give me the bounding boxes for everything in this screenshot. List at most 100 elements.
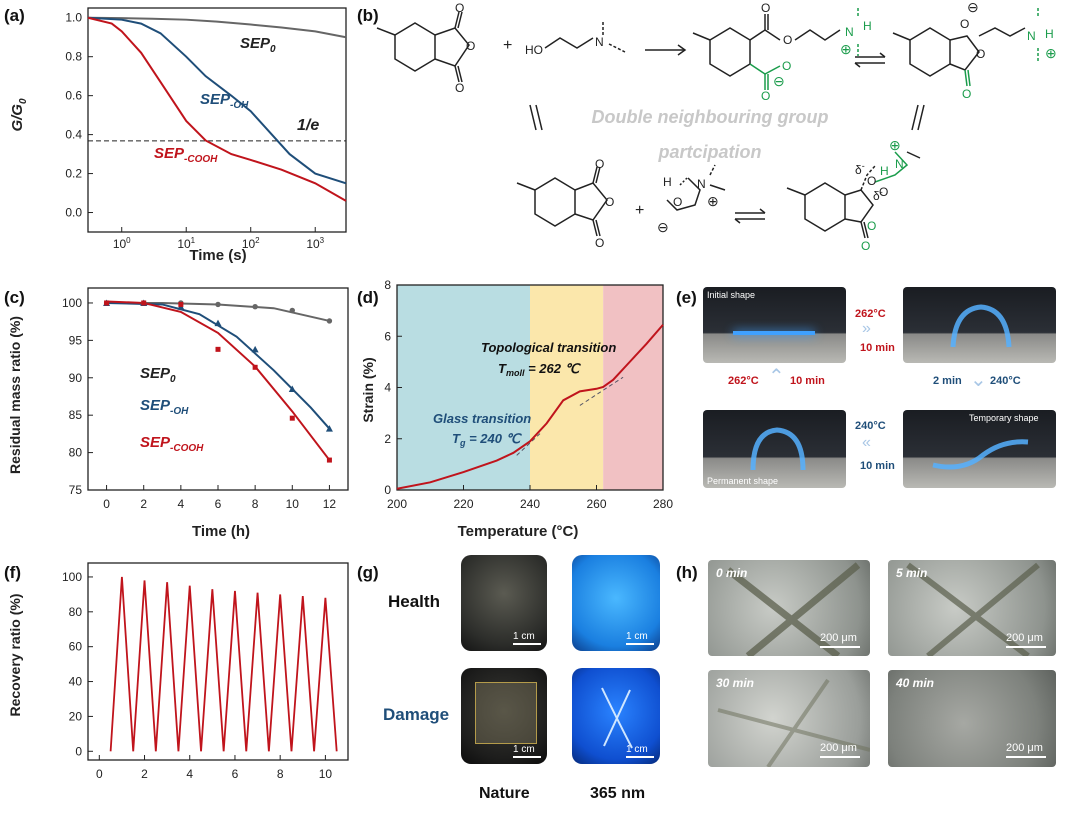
time-0min: 0 min [716, 566, 748, 580]
atom-o-12: O [605, 195, 614, 209]
label-sep0-c: SEP0 [140, 365, 176, 385]
delta-1: δ- [855, 161, 865, 177]
chart-c: 75 80 85 90 95 100 0 2 4 6 8 10 12 SEP0 SEP-OH SEP-C… [7, 287, 349, 540]
minus-charge-1: ⊖ [773, 73, 785, 89]
atom-o-13: O [595, 236, 604, 250]
annot-tg: Tg = 240 ℃ [452, 431, 523, 448]
e-time-2: 2 min [933, 375, 962, 387]
atom-n-2: N [845, 25, 854, 39]
atom-o-9: O [976, 47, 985, 61]
atom-o-18: O [861, 239, 870, 253]
caption-initial-shape: Initial shape [707, 290, 756, 300]
marker-sep-cooh [141, 300, 147, 306]
ylabel-f: Recovery ratio (%) [7, 594, 23, 717]
hydroxyl-label: HO [525, 43, 543, 57]
methyl-bond-1 [376, 27, 396, 36]
atom-h-3: H [663, 175, 672, 189]
ytick-label-c: 85 [69, 408, 83, 422]
xlabel-c: Time (h) [192, 523, 250, 540]
label-sep-cooh-a: SEP-COOH [154, 145, 218, 165]
xtick-label-a: 100 [113, 236, 131, 251]
scale-h2: 200 μm [1006, 632, 1043, 644]
marker-sep-cooh [215, 346, 221, 352]
xtick-label-c: 12 [323, 497, 337, 511]
atom-o-8: O [960, 17, 969, 31]
atom-o-3: O [455, 81, 464, 95]
plus-charge-2: ⊕ [1045, 45, 1057, 61]
plus-2: + [635, 202, 644, 219]
e-temp-1: 262°C [855, 308, 886, 320]
ytick-label-c: 75 [69, 483, 83, 497]
label-365nm: 365 nm [590, 785, 646, 802]
cyclohexane-ring-1 [394, 22, 436, 72]
scale-h3: 200 μm [820, 742, 857, 754]
region-band [530, 285, 604, 490]
chart-d: 0 2 4 6 8 200 220 240 260 280 Topological transit… [360, 280, 673, 540]
marker-sep-cooh [178, 301, 184, 307]
marker-sep-oh [325, 425, 333, 432]
label-nature: Nature [479, 785, 530, 802]
atom-o-15: O [867, 174, 876, 188]
xtick-label-f: 6 [232, 767, 239, 781]
caption-temporary-shape: Temporary shape [969, 413, 1039, 423]
label-health: Health [388, 592, 440, 611]
marker-sep0 [252, 304, 258, 310]
plus-charge-1: ⊕ [840, 41, 852, 57]
atom-o-1: O [455, 1, 464, 15]
ytick-label-d: 2 [384, 432, 391, 446]
xtick-label-f: 2 [141, 767, 148, 781]
xtick-label-c: 4 [178, 497, 185, 511]
plot-frame [87, 562, 349, 761]
scalebar-h2 [1006, 646, 1046, 648]
photo-health-nature: 1 cm [461, 555, 547, 651]
delta-2: δ- [873, 187, 883, 203]
ylabel-c: Residual mass ratio (%) [7, 316, 23, 474]
photo-arched-top [903, 287, 1056, 363]
scratch-x [601, 687, 633, 749]
xtick-label-c: 6 [215, 497, 222, 511]
xtick-label-c: 8 [252, 497, 259, 511]
region-band [603, 285, 663, 490]
xtick-label-d: 240 [520, 497, 540, 511]
e-time-3: 10 min [860, 460, 895, 472]
atom-o-4: O [761, 1, 770, 15]
atom-n-1: N [595, 35, 604, 49]
ytick-label-a: 0.0 [65, 206, 82, 220]
e-time-1: 10 min [860, 342, 895, 354]
tangent-line [579, 376, 624, 406]
ytick-label-f: 80 [69, 605, 83, 619]
panel-label-a: (a) [4, 6, 25, 25]
ytick-label-c: 80 [69, 446, 83, 460]
ytick-label-f: 0 [75, 744, 82, 758]
arrow-up-icon: ⌃ [768, 366, 785, 388]
micrograph-0min: 0 min 200 μm [708, 560, 870, 656]
xtick-label-c: 0 [103, 497, 110, 511]
atom-o-5: O [783, 33, 792, 47]
caption-permanent-shape: Permanent shape [707, 476, 779, 486]
marker-sep0 [326, 318, 333, 324]
fit-curve-c-1 [106, 301, 331, 430]
ytick-label-f: 40 [69, 675, 83, 689]
scalebar-g2 [626, 643, 654, 645]
xlabel-d: Temperature (°C) [458, 523, 579, 540]
series-line-a-2 [87, 16, 347, 202]
panel-label-b: (b) [357, 6, 379, 25]
plot-frame [87, 287, 349, 491]
panel-label-e: (e) [676, 288, 697, 307]
label-damage: Damage [383, 705, 450, 724]
e-temp-3: 240°C [855, 420, 886, 432]
xlabel-a: Time (s) [189, 247, 246, 264]
e-temp-4: 262°C [728, 375, 759, 387]
panel-label-h: (h) [676, 563, 698, 582]
panel-label-f: (f) [4, 563, 21, 582]
scale-h4: 200 μm [1006, 742, 1043, 754]
e-temp-2: 240°C [990, 375, 1021, 387]
film-square [475, 682, 537, 744]
ytick-label-c: 100 [62, 296, 82, 310]
scalebar-h1 [820, 646, 860, 648]
scalebar-g1 [513, 643, 541, 645]
scalebar-h3 [820, 756, 860, 758]
ytick-label-f: 60 [69, 640, 83, 654]
time-40min: 40 min [896, 676, 935, 690]
label-sep0-a: SEP0 [240, 35, 276, 55]
